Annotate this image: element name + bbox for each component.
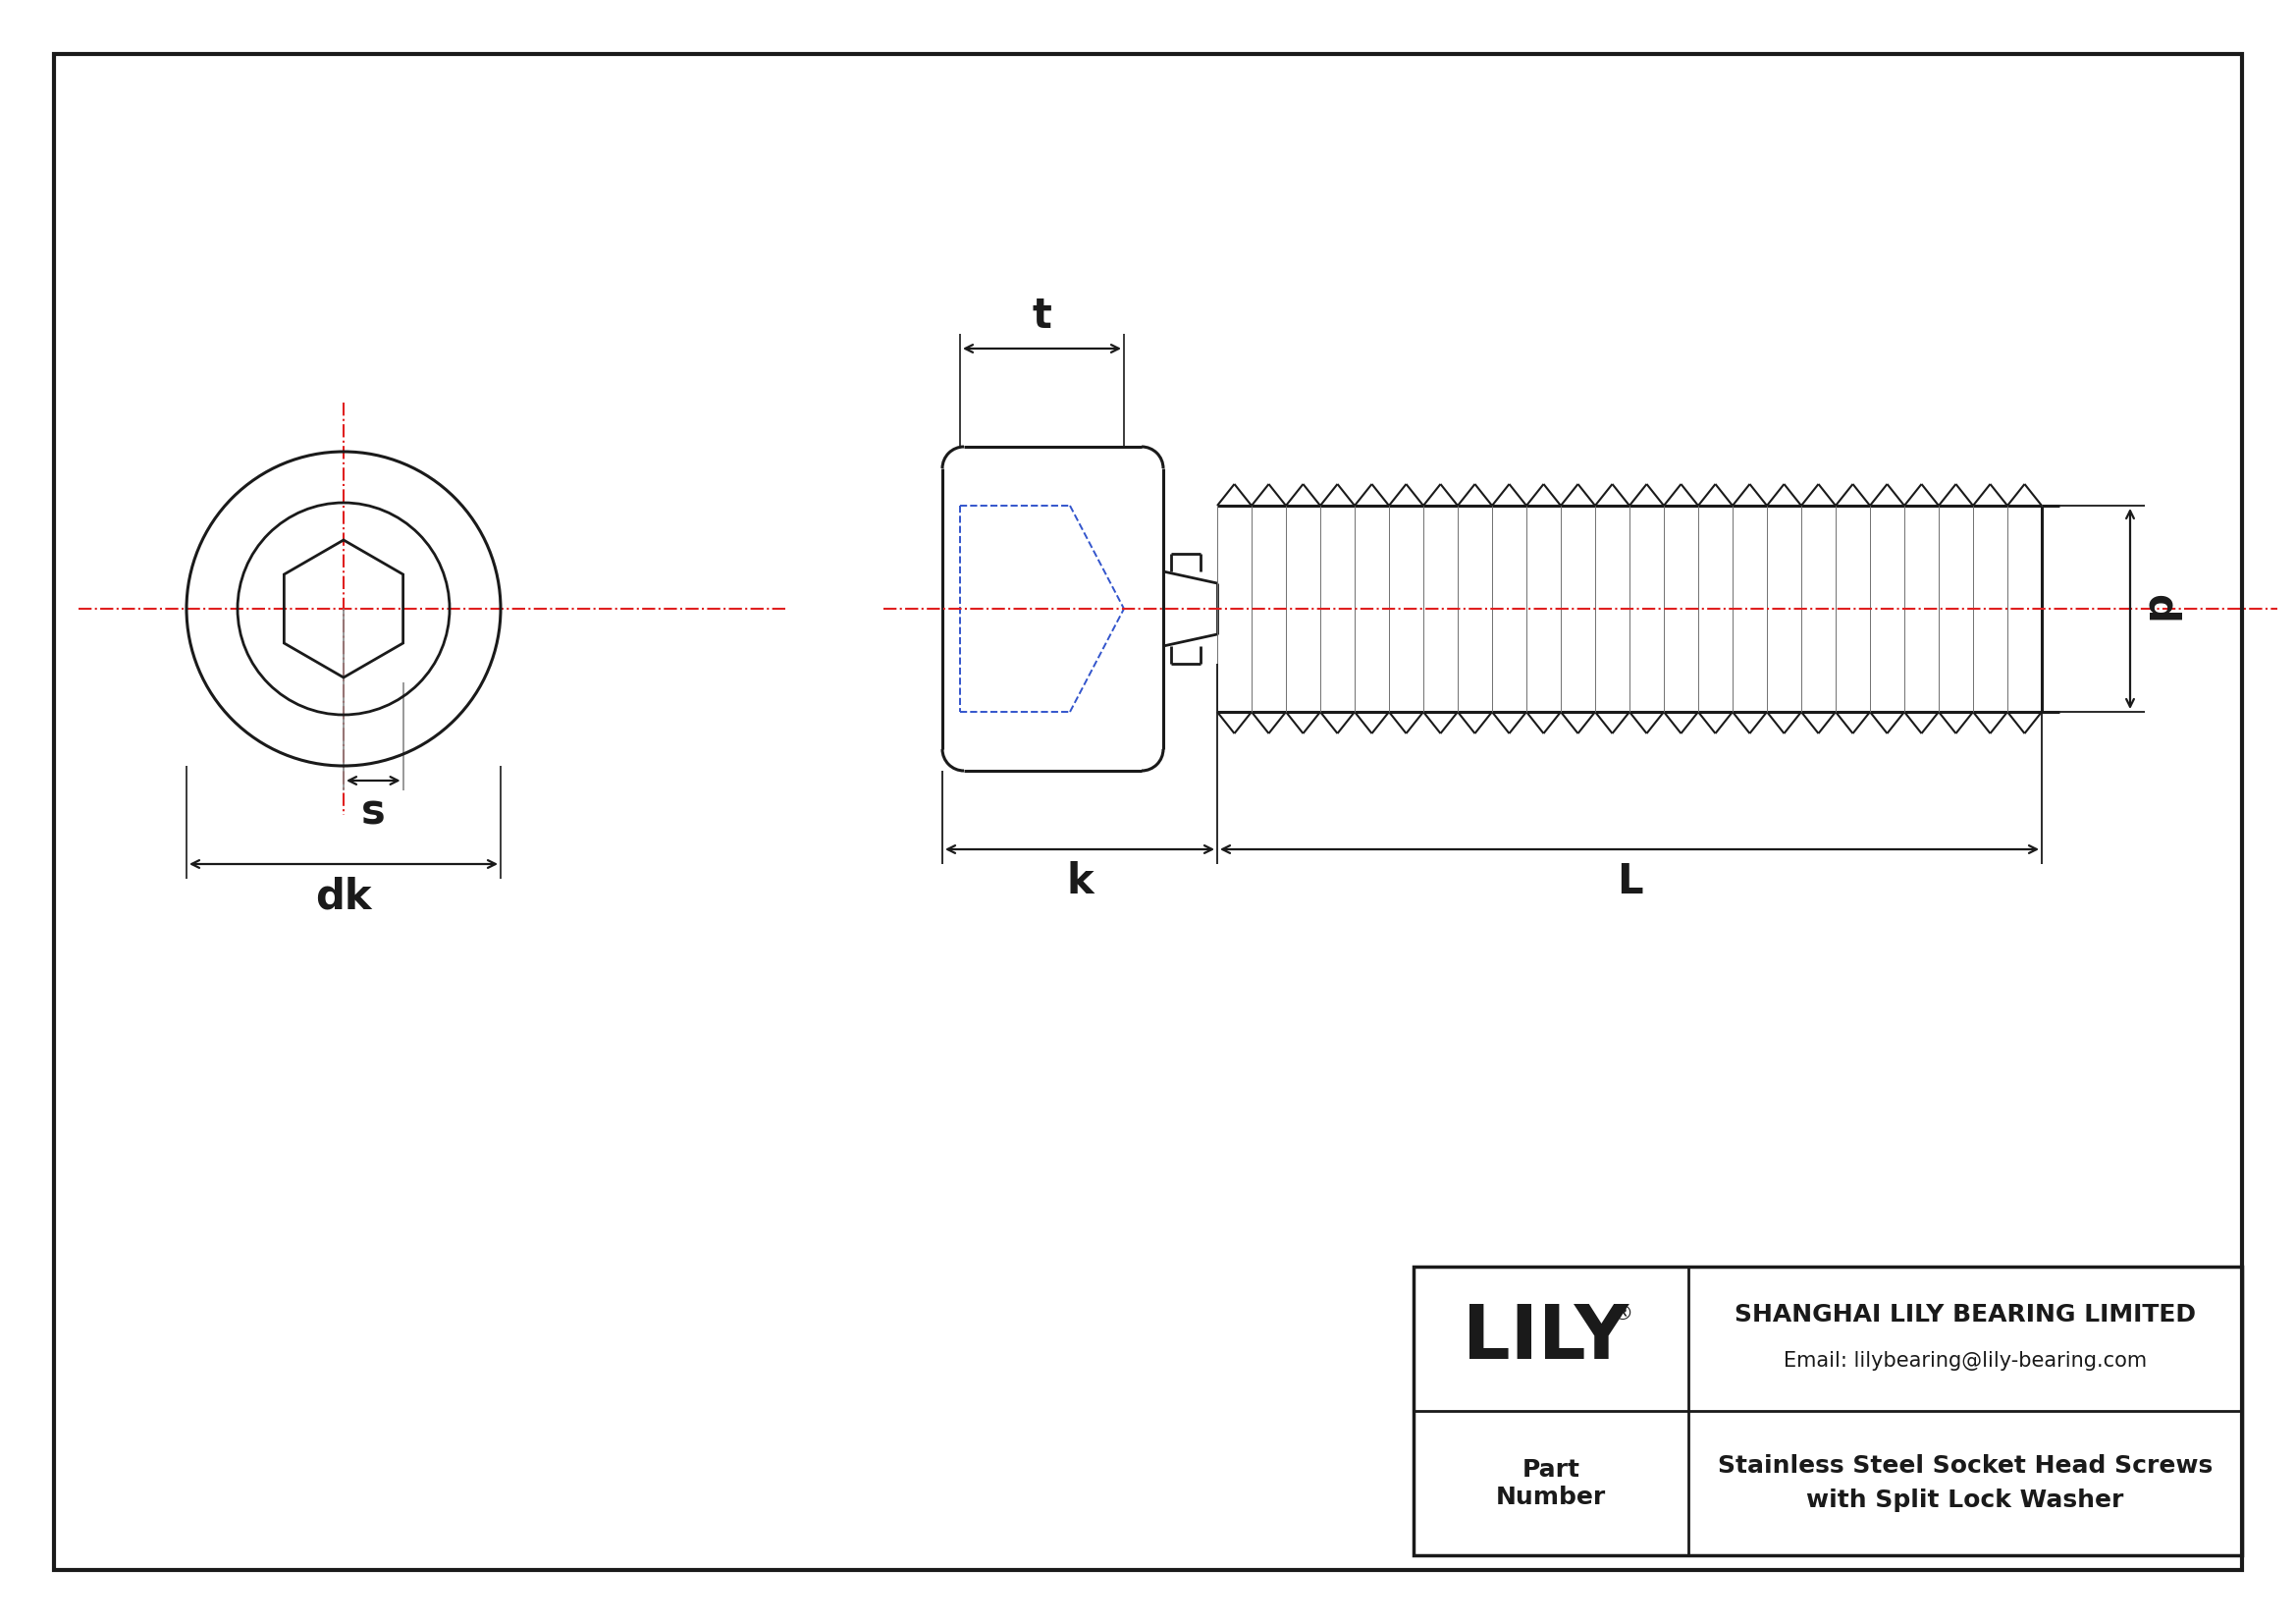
Text: dk: dk bbox=[315, 875, 372, 918]
Text: Email: lilybearing@lily-bearing.com: Email: lilybearing@lily-bearing.com bbox=[1784, 1351, 2147, 1371]
Text: Stainless Steel Socket Head Screws: Stainless Steel Socket Head Screws bbox=[1717, 1453, 2213, 1478]
Bar bbox=[1414, 1267, 2241, 1556]
Text: L: L bbox=[1616, 861, 1642, 903]
Text: k: k bbox=[1065, 861, 1093, 903]
Text: LILY: LILY bbox=[1463, 1302, 1630, 1376]
Text: Number: Number bbox=[1497, 1484, 1605, 1509]
Text: Part: Part bbox=[1522, 1458, 1580, 1481]
Text: t: t bbox=[1033, 296, 1052, 336]
Text: ®: ® bbox=[1612, 1304, 1635, 1324]
Text: with Split Lock Washer: with Split Lock Washer bbox=[1807, 1489, 2124, 1512]
Text: s: s bbox=[360, 793, 386, 833]
Text: SHANGHAI LILY BEARING LIMITED: SHANGHAI LILY BEARING LIMITED bbox=[1733, 1302, 2195, 1327]
Text: d: d bbox=[2140, 594, 2181, 624]
